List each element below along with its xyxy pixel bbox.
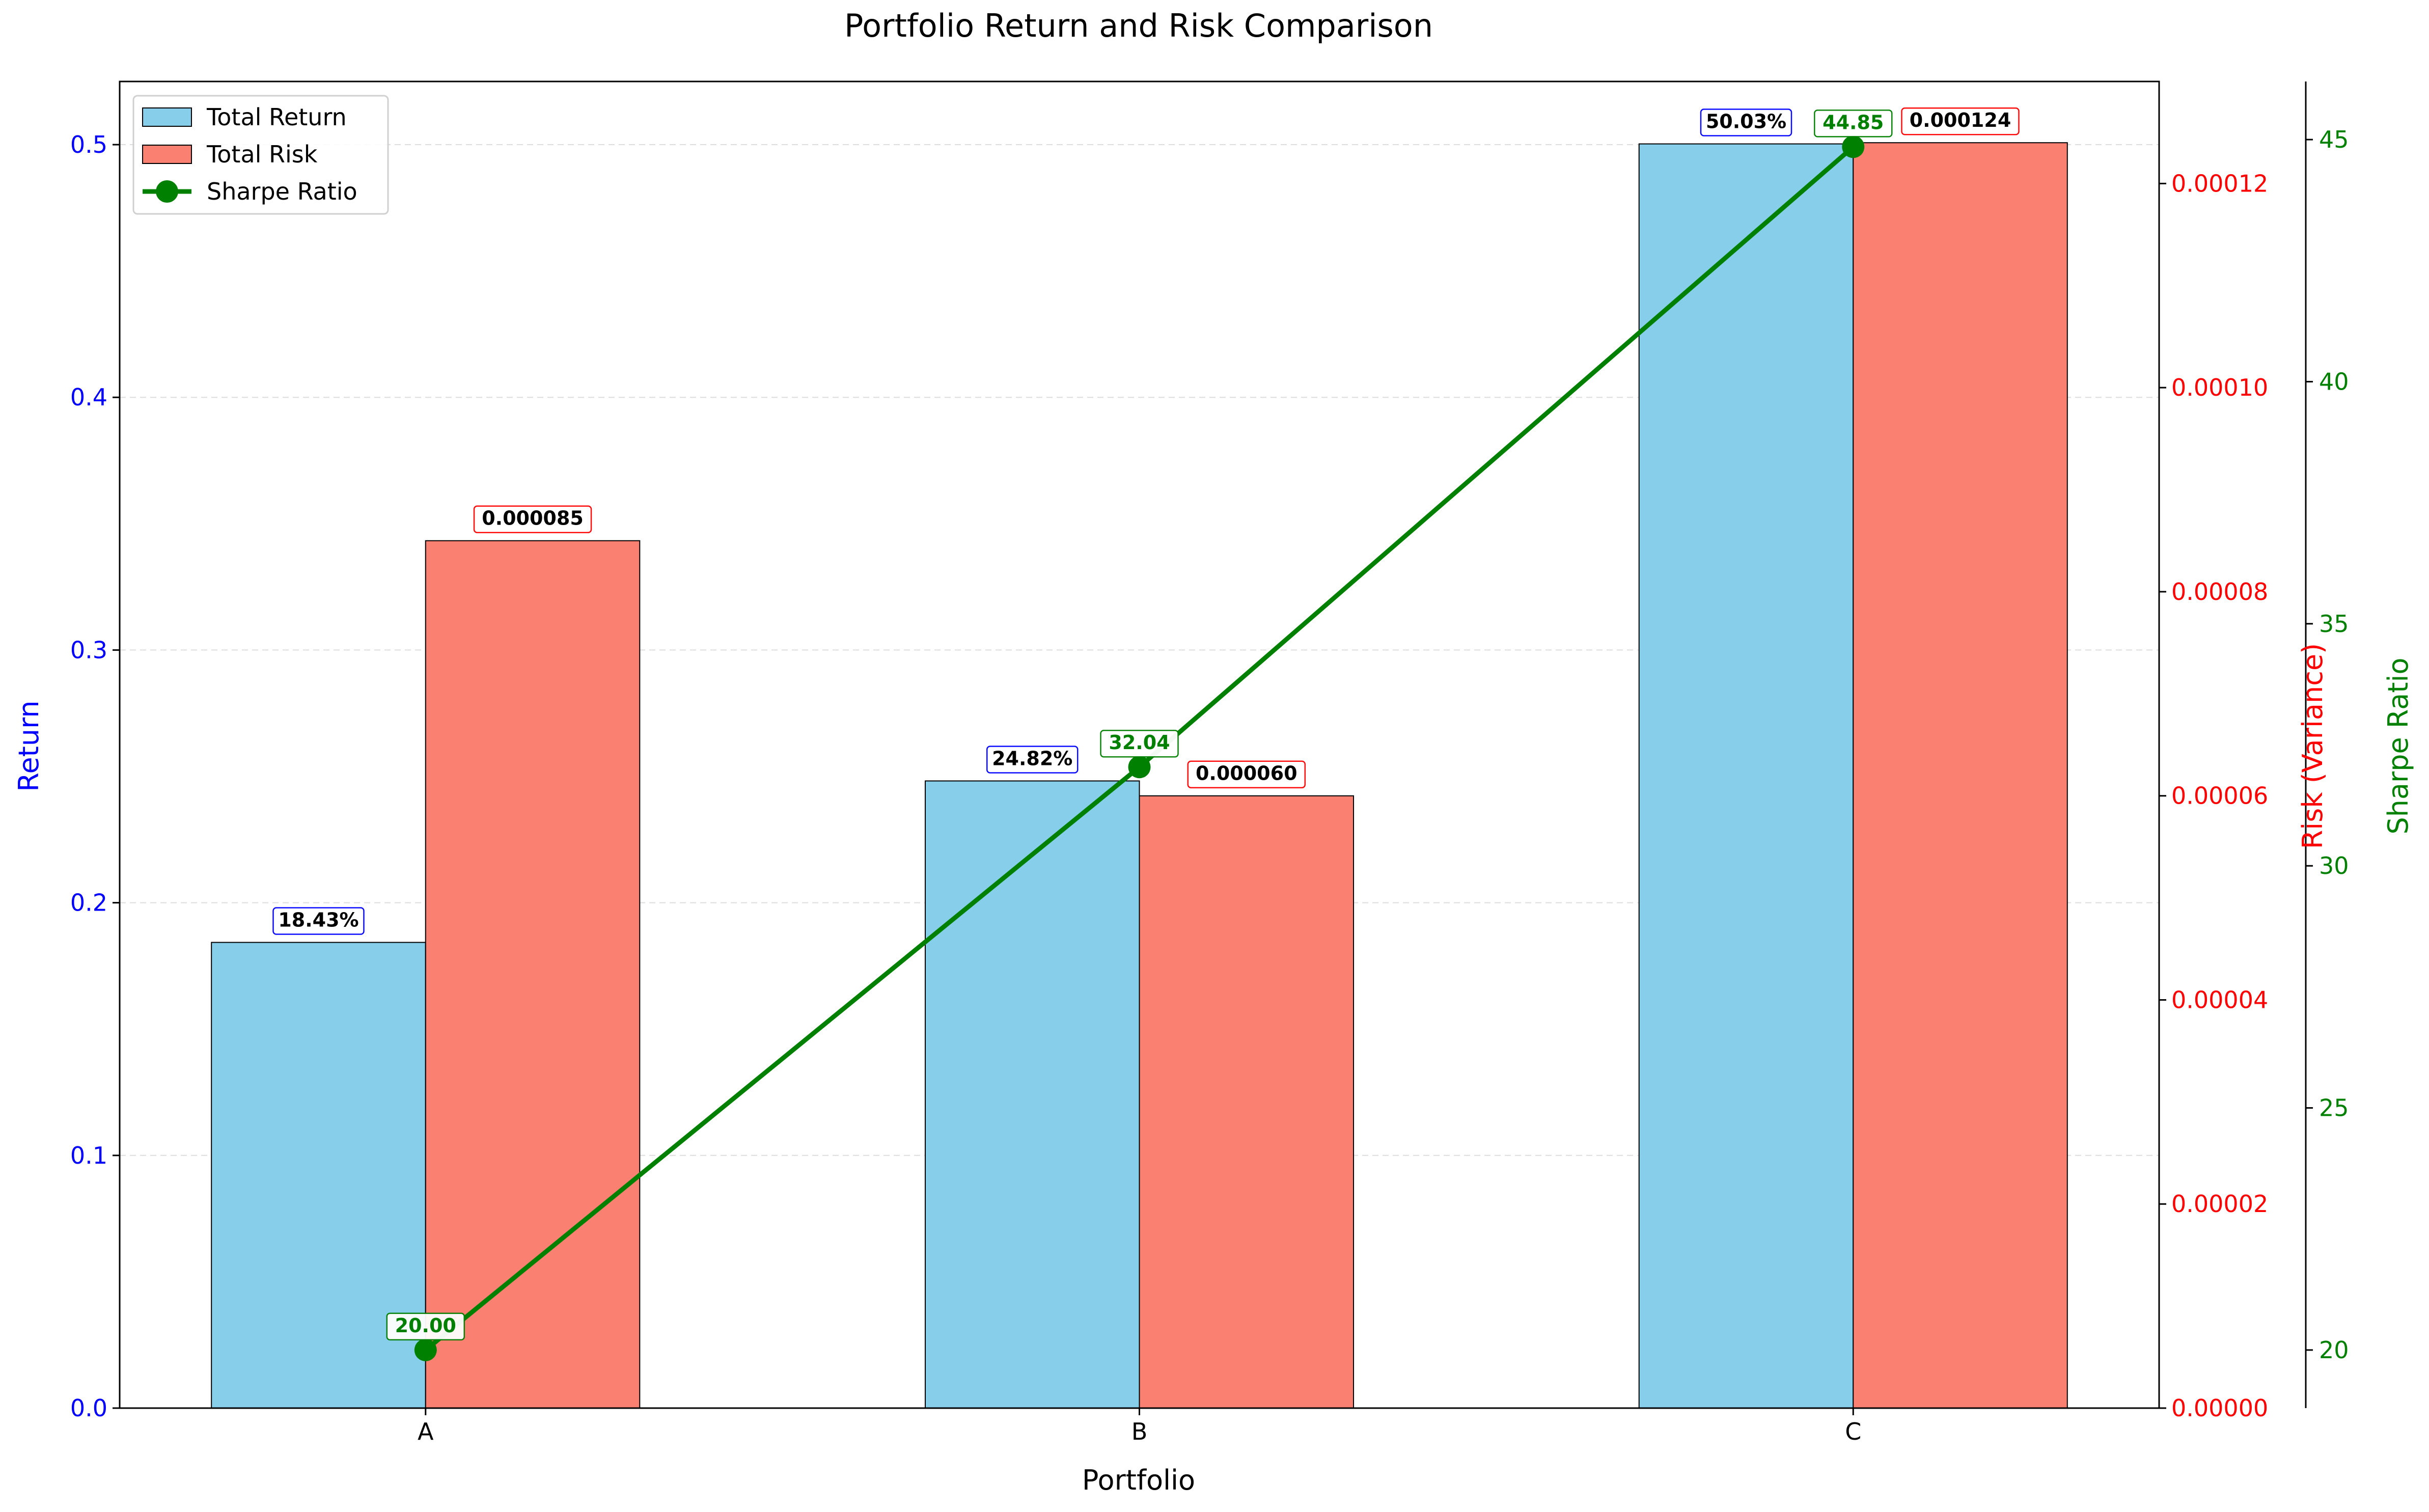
y-sharpe-tick-label: 45: [2319, 126, 2349, 153]
data-label-return-box: [986, 746, 1079, 774]
bar-total-risk: [425, 540, 641, 1409]
y-left-tick-label: 0.3: [70, 636, 107, 664]
bar-total-return: [924, 780, 1140, 1409]
data-label-risk-text: 0.000085: [482, 507, 584, 530]
y-sharpe-tick-label: 20: [2319, 1336, 2349, 1364]
y-risk-tick-label: 0.00006: [2171, 782, 2268, 810]
data-label-risk: 0.000124: [1901, 107, 2020, 135]
data-label-sharpe: 32.04: [1100, 729, 1179, 758]
data-label-return: 50.03%: [1700, 108, 1792, 136]
data-label-sharpe: 44.85: [1814, 109, 1893, 138]
data-labels: 18.43% 0.000085 20.00 24.82% 0.000060 32.04 50…: [272, 107, 2020, 1341]
data-label-return: 24.82%: [986, 746, 1079, 774]
data-label-sharpe-box: [386, 1312, 465, 1341]
data-label-sharpe-text: 20.00: [395, 1314, 456, 1337]
y-risk-tick-label: 0.00000: [2171, 1394, 2268, 1422]
data-label-return-box: [1700, 108, 1792, 136]
y-sharpe-tick-label: 30: [2319, 852, 2349, 879]
y-left-tick-label: 0.2: [70, 889, 107, 917]
legend-swatch: [142, 145, 192, 164]
x-tick-label: C: [1845, 1418, 1861, 1445]
legend: Total Return Total Risk Sharpe Ratio: [132, 95, 389, 215]
legend-label: Total Return: [206, 103, 347, 131]
x-axis-label: Portfolio: [1082, 1464, 1195, 1496]
y-risk-tick-label: 0.00004: [2171, 986, 2268, 1013]
data-label-sharpe-text: 44.85: [1823, 111, 1884, 133]
bar-total-return: [1638, 143, 1854, 1409]
data-label-return-text: 18.43%: [278, 909, 358, 931]
data-label-risk-text: 0.000060: [1196, 762, 1298, 785]
chart-title: Portfolio Return and Risk Comparison: [844, 7, 1433, 44]
x-tick-label: A: [418, 1418, 434, 1445]
y-sharpe-tick-label: 25: [2319, 1094, 2349, 1122]
data-label-sharpe-box: [1814, 109, 1893, 138]
y-risk-tick-label: 0.00002: [2171, 1190, 2268, 1218]
y-sharpe-tick-label: 35: [2319, 610, 2349, 638]
data-label-return: 18.43%: [272, 907, 365, 935]
y-sharpe-tick-label: 40: [2319, 368, 2349, 395]
y-risk-tick-label: 0.00012: [2171, 170, 2268, 197]
data-label-risk-box: [1901, 107, 2020, 135]
y-left-tick-label: 0.0: [70, 1394, 107, 1422]
sharpe-line: [414, 135, 1865, 1361]
y-risk-tick-label: 0.00010: [2171, 374, 2268, 401]
sharpe-ratio-point: [414, 1338, 437, 1361]
data-label-sharpe: 20.00: [386, 1312, 465, 1341]
legend-label: Sharpe Ratio: [207, 178, 357, 205]
data-label-return-text: 50.03%: [1706, 111, 1786, 133]
data-label-risk: 0.000085: [473, 505, 592, 533]
y-left-tick-label: 0.5: [70, 131, 107, 158]
data-label-sharpe-text: 32.04: [1109, 731, 1170, 754]
bar-total-risk: [1139, 795, 1355, 1409]
bars: [211, 142, 2068, 1409]
legend-label: Total Risk: [206, 141, 318, 168]
y-axis-label-risk: Risk (Variance): [2297, 643, 2329, 849]
sharpe-ratio-point: [1842, 135, 1865, 158]
legend-frame: [132, 95, 389, 215]
data-label-risk-text: 0.000124: [1910, 109, 2011, 131]
data-label-sharpe-box: [1100, 729, 1179, 758]
bar-total-risk: [1853, 142, 2068, 1409]
data-label-risk: 0.000060: [1187, 760, 1306, 788]
y-axis-label-sharpe: Sharpe Ratio: [2382, 657, 2414, 834]
x-tick-label: B: [1131, 1418, 1148, 1445]
data-label-return-box: [272, 907, 365, 935]
legend-swatch: [142, 107, 192, 127]
data-label-return-text: 24.82%: [992, 747, 1072, 769]
sharpe-ratio-point: [1128, 756, 1151, 779]
data-label-risk-box: [473, 505, 592, 533]
y-left-tick-label: 0.4: [70, 383, 107, 411]
y-left-tick-label: 0.1: [70, 1142, 107, 1169]
y-risk-tick-label: 0.00008: [2171, 578, 2268, 606]
axes: A B C 0.0 0.1 0.2 0.3 0.4 0.5 0.00000 0.00002 0.000…: [70, 81, 2349, 1445]
data-label-risk-box: [1187, 760, 1306, 788]
y-axis-label-left: Return: [13, 700, 45, 791]
legend-marker: [156, 180, 178, 203]
